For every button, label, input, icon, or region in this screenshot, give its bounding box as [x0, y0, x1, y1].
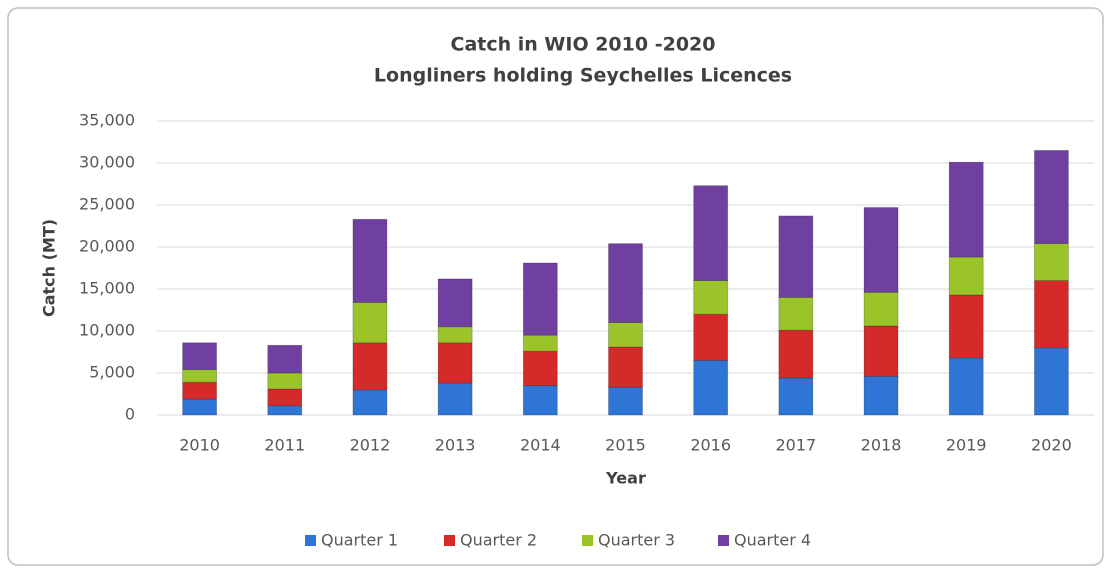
bar-segment [437, 278, 473, 328]
bar-segment [778, 377, 814, 416]
bar-segment [352, 389, 388, 416]
x-tick-label: 2016 [690, 436, 731, 455]
bar-segment [522, 334, 558, 352]
bar-segment [863, 325, 899, 377]
bar-segment [608, 346, 643, 388]
legend-swatch [582, 535, 593, 546]
x-tick-label: 2017 [776, 436, 817, 455]
y-tick-label: 35,000 [79, 111, 135, 130]
bar-segment [437, 326, 473, 344]
bar-segment [693, 280, 729, 315]
y-tick-label: 20,000 [79, 237, 135, 256]
bar-segment [182, 398, 217, 416]
bar-segment [352, 302, 388, 344]
bar-segment [1034, 243, 1069, 281]
bar-segment [182, 381, 217, 400]
x-tick-label: 2013 [435, 436, 476, 455]
bar-segment [267, 344, 303, 374]
legend-swatch [444, 535, 455, 546]
y-tick-label: 15,000 [79, 279, 135, 298]
y-axis-title: Catch (MT) [40, 219, 59, 317]
legend-swatch [305, 535, 316, 546]
x-tick-label: 2015 [605, 436, 646, 455]
bar-segment [863, 207, 899, 293]
x-tick-label: 2014 [520, 436, 561, 455]
bar-segment [522, 262, 558, 336]
bar-segment [608, 243, 643, 323]
bar-segment [522, 350, 558, 387]
x-axis-title: Year [605, 469, 646, 488]
bar-segment [1034, 280, 1069, 349]
bar-segment [267, 405, 303, 416]
x-tick-label: 2018 [861, 436, 902, 455]
bar-segment [267, 388, 303, 407]
y-tick-label: 25,000 [79, 195, 135, 214]
bar-segment [948, 357, 984, 416]
y-tick-label: 30,000 [79, 153, 135, 172]
chart-subtitle: Longliners holding Seychelles Licences [374, 65, 792, 87]
x-tick-label: 2010 [179, 436, 220, 455]
bar-segment [863, 291, 899, 327]
bar-segment [522, 385, 558, 416]
bar-segment [693, 185, 729, 281]
bar-segment [182, 342, 217, 371]
bar-segment [863, 375, 899, 416]
bar-segment [352, 342, 388, 391]
x-tick-label: 2012 [350, 436, 391, 455]
y-tick-label: 10,000 [79, 321, 135, 340]
bar-segment [778, 215, 814, 298]
chart-title: Catch in WIO 2010 -2020 [451, 34, 716, 56]
bar-segment [1034, 149, 1069, 245]
bar-segment [948, 256, 984, 296]
bar-segment [778, 329, 814, 379]
y-tick-label: 5,000 [89, 363, 135, 382]
bar-segment [352, 218, 388, 303]
bar-segment [948, 161, 984, 258]
x-tick-label: 2011 [264, 436, 305, 455]
bar-segment [693, 313, 729, 361]
y-tick-label: 0 [125, 405, 135, 424]
bar-segment [948, 294, 984, 359]
bar-segment [437, 382, 473, 416]
legend-label: Quarter 4 [734, 531, 811, 550]
bar-segment [608, 322, 643, 348]
bar-segment [1034, 347, 1069, 416]
x-tick-label: 2020 [1031, 436, 1072, 455]
bar-segment [693, 359, 729, 416]
legend-label: Quarter 1 [321, 531, 398, 550]
bar-segment [608, 386, 643, 416]
legend-label: Quarter 2 [460, 531, 537, 550]
bar-segment [437, 342, 473, 384]
bar-segment [267, 372, 303, 390]
bar-segment [182, 369, 217, 383]
x-tick-label: 2019 [946, 436, 987, 455]
legend-swatch [718, 535, 729, 546]
bar-segment [778, 296, 814, 331]
legend-label: Quarter 3 [598, 531, 675, 550]
